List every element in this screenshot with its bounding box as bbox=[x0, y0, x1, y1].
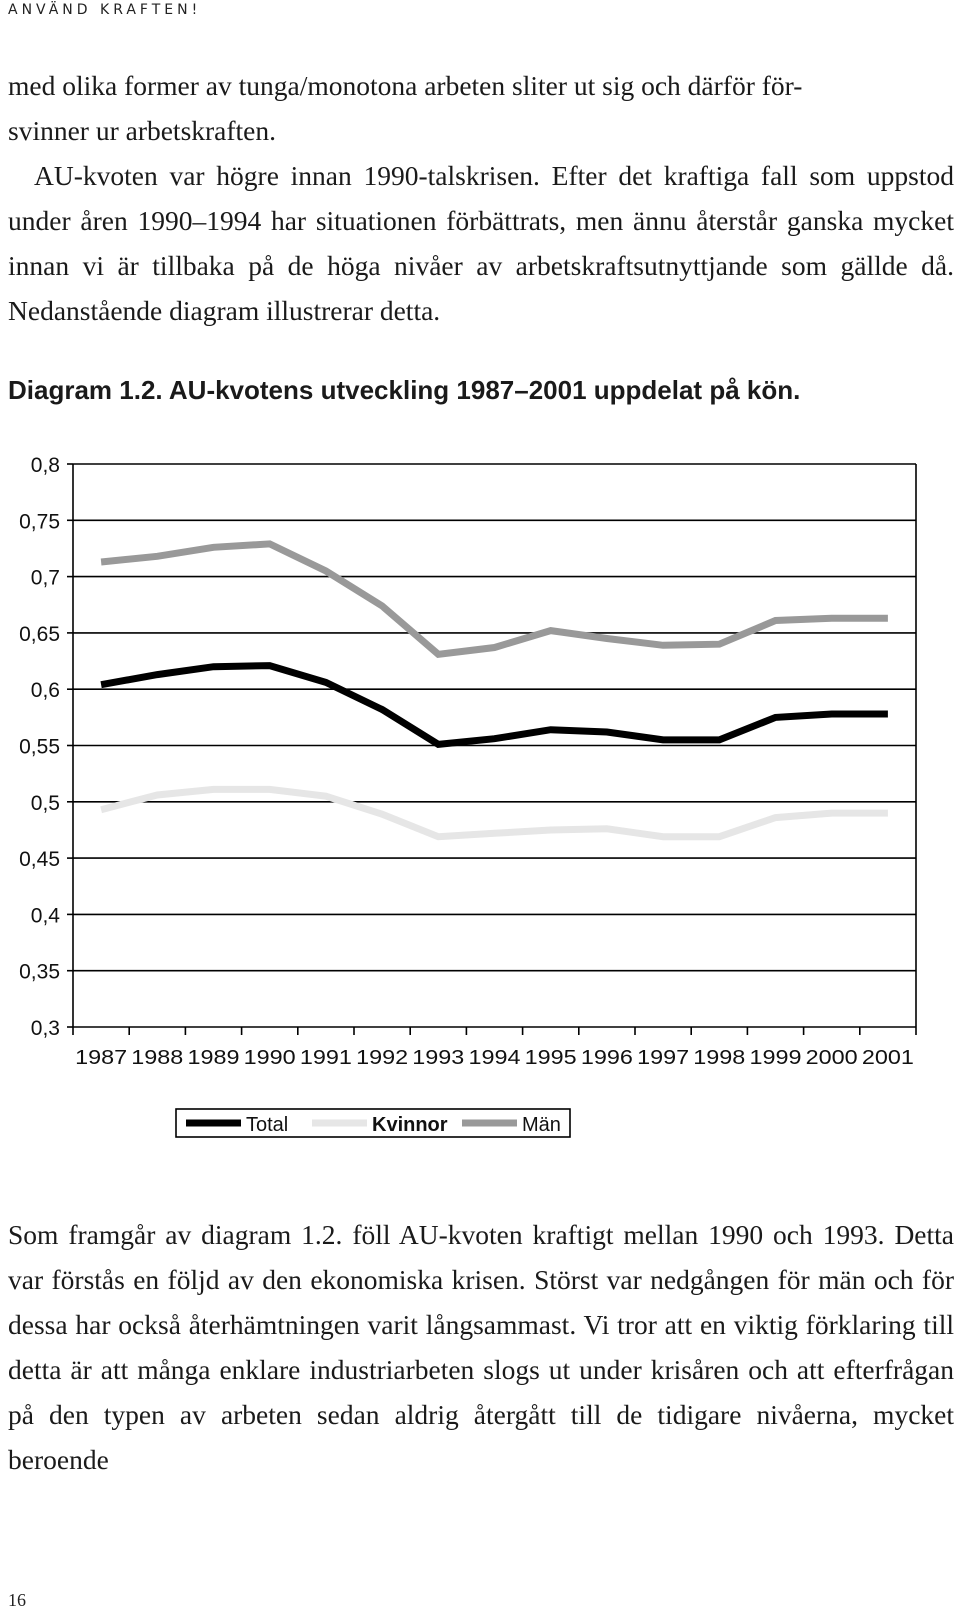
y-tick-label: 0,45 bbox=[19, 848, 60, 871]
y-tick-label: 0,5 bbox=[31, 792, 60, 815]
series-line-kvinnor bbox=[100, 785, 888, 841]
x-tick-label: 2000 bbox=[806, 1047, 858, 1069]
x-tick-label: 1994 bbox=[469, 1047, 521, 1069]
paragraph-analysis: Som framgår av diagram 1.2. föll AU-kvot… bbox=[8, 1219, 954, 1475]
y-tick-label: 0,7 bbox=[31, 567, 60, 590]
y-tick-label: 0,6 bbox=[31, 679, 60, 702]
x-tick-label: 1992 bbox=[356, 1047, 408, 1069]
x-tick-label: 1989 bbox=[188, 1047, 240, 1069]
series-line-män bbox=[100, 540, 888, 658]
y-tick-label: 0,3 bbox=[31, 1017, 60, 1040]
paragraph-intro: med olika former av tunga/monotona arbet… bbox=[8, 63, 954, 333]
diagram-caption: Diagram 1.2. AU-kvotens utveckling 1987–… bbox=[8, 375, 801, 405]
paragraph-1-line-2: svinner ur arbetskraften. bbox=[8, 115, 277, 146]
legend-label-kvinnor: Kvinnor bbox=[372, 1114, 448, 1136]
y-tick-label: 0,8 bbox=[31, 454, 60, 477]
x-tick-label: 1991 bbox=[300, 1047, 352, 1069]
au-kvot-line-chart: 0,3 0,35 0,4 0,45 0,5 0,55 0,6 0,65 0,7 0,75 0,8 1… bbox=[19, 454, 917, 1138]
chart-legend: Total Kvinnor Män bbox=[175, 1108, 571, 1138]
legend-label-total: Total bbox=[246, 1114, 288, 1136]
x-tick-label: 1996 bbox=[581, 1047, 633, 1069]
x-tick-label: 1988 bbox=[131, 1047, 183, 1069]
series-lines bbox=[100, 540, 888, 841]
y-tick-label: 0,65 bbox=[19, 623, 60, 646]
y-tick-label: 0,4 bbox=[31, 904, 61, 927]
x-tick-label: 1993 bbox=[412, 1047, 464, 1069]
legend-label-män: Män bbox=[522, 1114, 561, 1136]
x-tick-label: 1999 bbox=[750, 1047, 802, 1069]
x-tick-label: 2001 bbox=[862, 1047, 914, 1069]
running-head: ANVÄND KRAFTEN! bbox=[8, 2, 202, 18]
y-tick-label: 0,75 bbox=[19, 510, 60, 533]
x-tick-label: 1987 bbox=[75, 1047, 127, 1069]
paragraph-1-line-1: med olika former av tunga/monotona arbet… bbox=[8, 70, 803, 101]
x-tick-label: 1997 bbox=[637, 1047, 689, 1069]
y-tick-labels: 0,3 0,35 0,4 0,45 0,5 0,55 0,6 0,65 0,7 0,75 0,8 bbox=[19, 454, 60, 1040]
series-line-total bbox=[100, 662, 888, 749]
chart-axes bbox=[67, 463, 917, 1035]
page-number: 16 bbox=[8, 1590, 26, 1610]
y-tick-label: 0,35 bbox=[19, 961, 60, 984]
x-tick-label: 1995 bbox=[525, 1047, 577, 1069]
paragraph-2: AU-kvoten var högre innan 1990-talskrise… bbox=[8, 160, 954, 326]
y-tick-label: 0,55 bbox=[19, 736, 60, 759]
x-tick-label: 1998 bbox=[693, 1047, 745, 1069]
x-tick-labels: 1987 1988 1989 1990 1991 1992 1993 1994 1995 1996… bbox=[75, 1047, 914, 1069]
grid-lines bbox=[73, 463, 916, 972]
x-tick-label: 1990 bbox=[244, 1047, 296, 1069]
